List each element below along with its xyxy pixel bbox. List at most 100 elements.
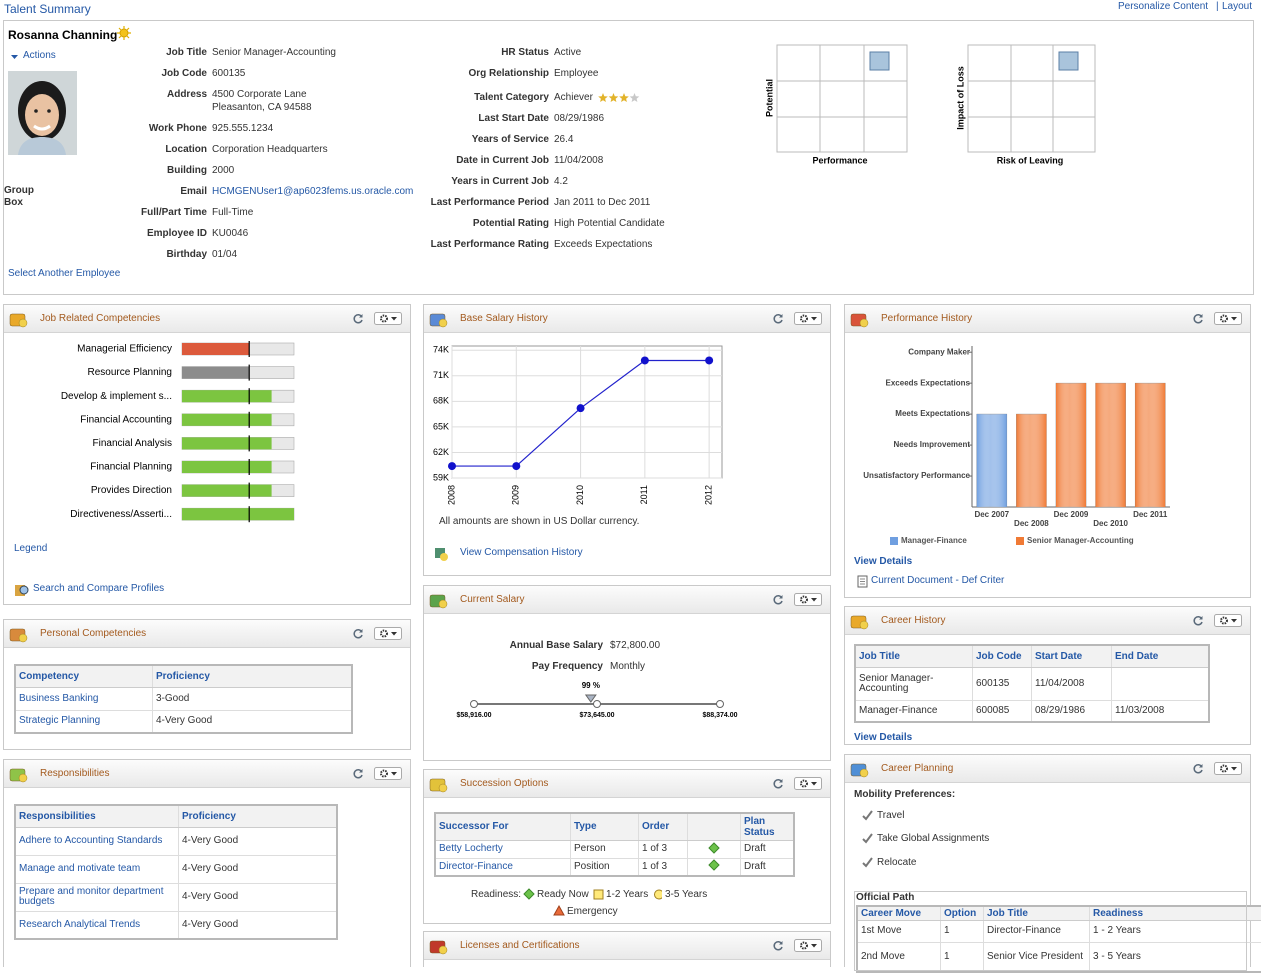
table-cell[interactable]: Strategic Planning (15, 710, 153, 733)
layout-link[interactable]: Layout (1222, 1, 1252, 12)
column-header: Proficiency (153, 665, 353, 687)
detail-value[interactable]: HCMGENUser1@ap6023fems.us.oracle.com (212, 186, 413, 197)
competency-bar (182, 485, 272, 497)
competency-bar (182, 437, 272, 449)
refresh-button[interactable] (772, 313, 784, 325)
column-header: Order (639, 813, 688, 840)
options-menu[interactable] (1214, 762, 1242, 775)
table-cell[interactable]: Adhere to Accounting Standards (15, 827, 179, 855)
personalize-link[interactable]: Personalize Content (1118, 1, 1208, 12)
legend-icon (524, 889, 534, 899)
salary-point (577, 404, 585, 412)
grid-x-label: Risk of Leaving (997, 155, 1064, 165)
view-details-link[interactable]: View Details (854, 732, 912, 743)
detail-label: HR Status (501, 47, 549, 58)
document-link[interactable]: Current Document - Def Criter (871, 575, 1004, 586)
detail-label: Email (180, 186, 207, 197)
icon-shape (439, 946, 447, 954)
group-box-label: Group Box (4, 185, 44, 209)
favorite-icon[interactable] (116, 25, 132, 41)
options-menu[interactable] (374, 627, 402, 640)
table-cell: 600135 (973, 667, 1032, 700)
refresh-button[interactable] (772, 940, 784, 952)
salary-value: $72,800.00 (610, 640, 660, 651)
refresh-button[interactable] (1192, 763, 1204, 775)
options-menu[interactable] (1214, 614, 1242, 627)
pagelet: Current Salary (423, 585, 831, 761)
table-cell: 1 of 3 (639, 840, 688, 858)
table-cell[interactable]: Betty Locherty (435, 840, 571, 858)
detail-value: 2000 (212, 165, 234, 176)
detail-value: Employee (554, 68, 598, 79)
view-details-link[interactable]: View Details (854, 556, 912, 567)
currency-note: All amounts are shown in US Dollar curre… (439, 516, 639, 527)
table-cell[interactable]: Director-Finance (435, 858, 571, 876)
refresh-button[interactable] (352, 768, 364, 780)
range-label: $58,916.00 (456, 712, 491, 719)
check-mark (863, 811, 872, 819)
pagelet-header: Current Salary (424, 586, 830, 614)
readiness-item: Ready Now (537, 889, 589, 900)
column-header: Job Title (855, 645, 973, 667)
options-menu[interactable] (794, 939, 822, 952)
ready-now-diamond (709, 843, 719, 853)
table-cell[interactable]: Prepare and monitor department budgets (15, 883, 179, 911)
pagelet-title: Performance History (881, 313, 972, 324)
x-tick-label: Dec 2008 (1014, 519, 1049, 528)
legend-link[interactable]: Legend (14, 543, 47, 554)
x-tick-label: Dec 2007 (974, 510, 1009, 519)
salary-point (641, 356, 649, 364)
refresh-button[interactable] (352, 313, 364, 325)
options-menu[interactable] (1214, 312, 1242, 325)
table-cell: Position (571, 858, 639, 876)
options-menu[interactable] (794, 593, 822, 606)
column-header: Successor For (435, 813, 571, 840)
options-menu[interactable] (374, 312, 402, 325)
pagelet-icon (8, 764, 30, 784)
refresh-button[interactable] (772, 778, 784, 790)
compa-marker (586, 695, 596, 702)
pagelet-header: Responsibilities (4, 760, 410, 788)
table-cell: Draft (741, 858, 795, 876)
competency-bar (182, 508, 294, 520)
table-cell[interactable]: Business Banking (15, 687, 153, 710)
options-menu[interactable] (374, 767, 402, 780)
column-header: End Date (1112, 645, 1210, 667)
compensation-icon (433, 546, 449, 562)
bar-shine (977, 414, 1007, 507)
x-tick-label: Dec 2009 (1054, 510, 1089, 519)
refresh-button[interactable] (352, 628, 364, 640)
pagelet-title: Base Salary History (460, 313, 548, 324)
detail-value: 08/29/1986 (554, 113, 604, 124)
pagelet-title: Succession Options (460, 778, 548, 789)
column-header: Type (571, 813, 639, 840)
readiness-item: Emergency (567, 906, 618, 917)
refresh-button[interactable] (772, 594, 784, 606)
check-mark (863, 834, 872, 842)
refresh-button[interactable] (1192, 615, 1204, 627)
actions-link[interactable]: Actions (23, 50, 56, 61)
select-employee-link[interactable]: Select Another Employee (8, 268, 120, 279)
bar-shine (1096, 383, 1126, 507)
table-cell[interactable]: Manage and motivate team (15, 855, 179, 883)
column-header (688, 813, 741, 840)
separator: | (1216, 1, 1219, 12)
pagelet-header: Licenses and Certifications (424, 932, 830, 960)
column-header: Plan Status (741, 813, 795, 840)
readiness-icon (707, 842, 721, 854)
compensation-history-link[interactable]: View Compensation History (460, 547, 583, 558)
y-tick-label: Unsatisfactory Performance (863, 471, 970, 480)
options-menu[interactable] (794, 312, 822, 325)
refresh-button[interactable] (1192, 313, 1204, 325)
search-compare-link[interactable]: Search and Compare Profiles (33, 583, 164, 594)
official-path-title: Official Path (856, 892, 914, 903)
table-cell: Person (571, 840, 639, 858)
legend-entry: Senior Manager-Accounting (1027, 536, 1134, 545)
options-menu[interactable] (794, 777, 822, 790)
table-cell[interactable]: Research Analytical Trends (15, 911, 179, 939)
